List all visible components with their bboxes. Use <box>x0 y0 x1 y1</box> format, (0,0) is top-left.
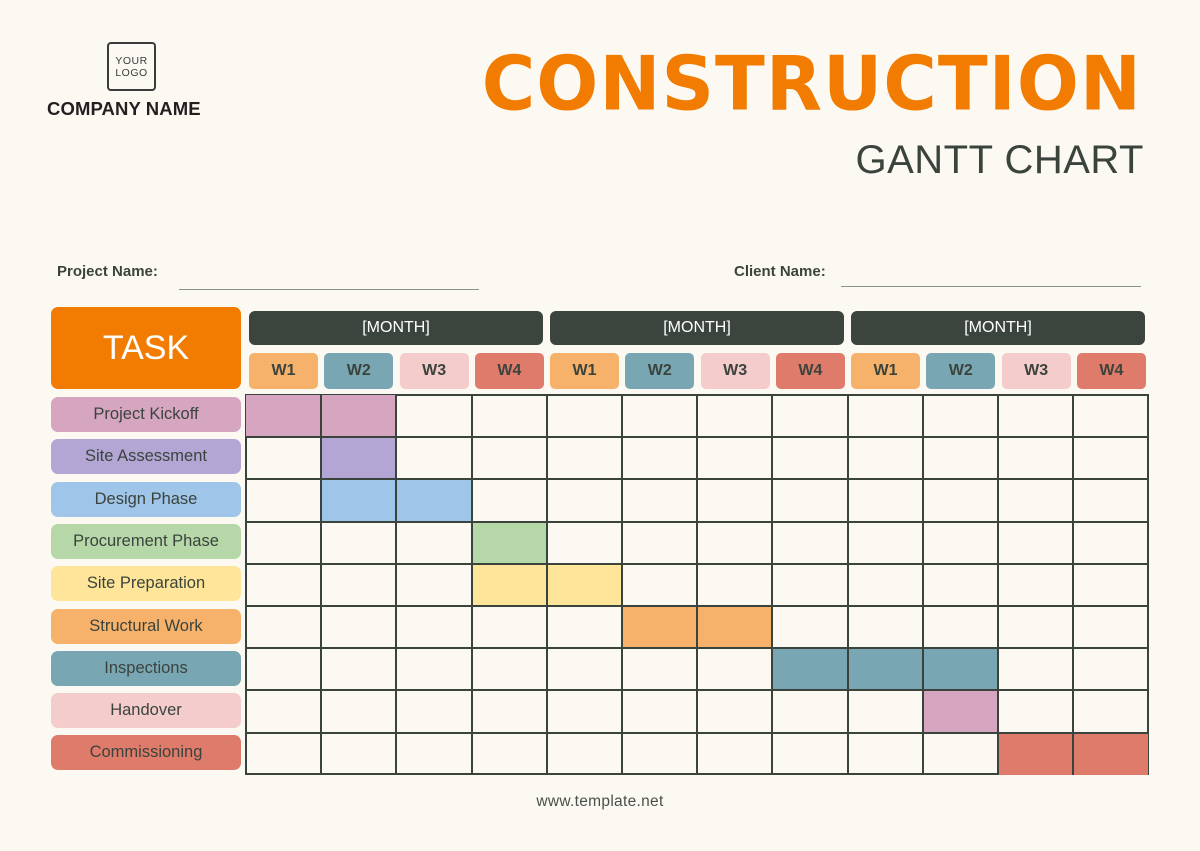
task-label-project-kickoff: Project Kickoff <box>51 397 241 432</box>
week-header-m2-w2: W2 <box>625 353 695 389</box>
week-header-m1-w2: W2 <box>324 353 394 389</box>
gantt-bar-inspections[interactable] <box>772 648 998 691</box>
footer-url[interactable]: www.template.net <box>536 793 664 810</box>
grid-row-divider <box>245 520 1149 523</box>
task-label-site-assessment: Site Assessment <box>51 439 241 475</box>
grid-column-divider <box>846 394 849 775</box>
week-header-m3-w3: W3 <box>1001 353 1071 389</box>
grid-column-divider <box>997 394 999 775</box>
project-name-label: Project Name: <box>57 263 158 280</box>
task-label-procurement-phase: Procurement Phase <box>51 523 241 559</box>
task-column-header: TASK <box>51 307 241 389</box>
task-label-structural-work: Structural Work <box>51 608 241 644</box>
grid-column-divider <box>621 394 623 775</box>
task-label-handover: Handover <box>51 693 241 729</box>
grid-row-divider <box>245 605 1149 607</box>
company-logo-placeholder: YOUR LOGO <box>107 42 156 91</box>
week-header-m2-w4: W4 <box>775 353 845 389</box>
week-header-m2-w3: W3 <box>700 353 770 389</box>
page-subtitle: GANTT CHART <box>855 138 1144 182</box>
grid-row-divider <box>245 478 1149 481</box>
week-header-m3-w1: W1 <box>851 353 920 389</box>
grid-column-divider <box>545 394 548 775</box>
week-header-m1-w1: W1 <box>249 353 318 389</box>
grid-row-divider <box>245 562 1149 565</box>
grid-row-divider <box>245 436 1149 439</box>
grid-row-divider <box>245 689 1149 692</box>
task-label-site-preparation: Site Preparation <box>51 566 241 602</box>
grid-column-divider <box>470 394 473 775</box>
month-header-3: [MONTH] <box>851 311 1145 345</box>
month-header-2: [MONTH] <box>550 311 844 345</box>
page-title: CONSTRUCTION <box>481 41 1142 128</box>
grid-row-divider <box>245 647 1149 650</box>
task-label-commissioning: Commissioning <box>51 735 241 771</box>
company-name: COMPANY NAME <box>47 98 201 119</box>
week-header-m3-w2: W2 <box>926 353 996 389</box>
gantt-bar-site-assessment[interactable] <box>321 437 397 480</box>
grid-column-divider <box>1072 394 1075 775</box>
week-header-m2-w1: W1 <box>550 353 619 389</box>
client-name-field[interactable] <box>841 286 1141 287</box>
task-label-inspections: Inspections <box>51 650 241 686</box>
week-header-m3-w4: W4 <box>1076 353 1146 389</box>
grid-column-divider <box>921 394 924 775</box>
week-header-m1-w4: W4 <box>474 353 544 389</box>
month-header-1: [MONTH] <box>249 311 543 345</box>
task-label-design-phase: Design Phase <box>51 481 241 517</box>
client-name-label: Client Name: <box>734 263 826 280</box>
grid-column-divider <box>771 394 774 775</box>
logo-text-line1: YOUR <box>115 54 148 67</box>
grid-column-divider <box>320 394 323 775</box>
project-name-field[interactable] <box>179 289 479 290</box>
grid-column-divider <box>395 394 398 775</box>
grid-column-divider <box>696 394 699 775</box>
logo-text-line2: LOGO <box>115 66 148 79</box>
week-header-m1-w3: W3 <box>399 353 469 389</box>
grid-row-divider <box>245 731 1149 734</box>
gantt-bar-handover[interactable] <box>922 690 998 733</box>
gantt-bar-procurement-phase[interactable] <box>471 521 547 564</box>
